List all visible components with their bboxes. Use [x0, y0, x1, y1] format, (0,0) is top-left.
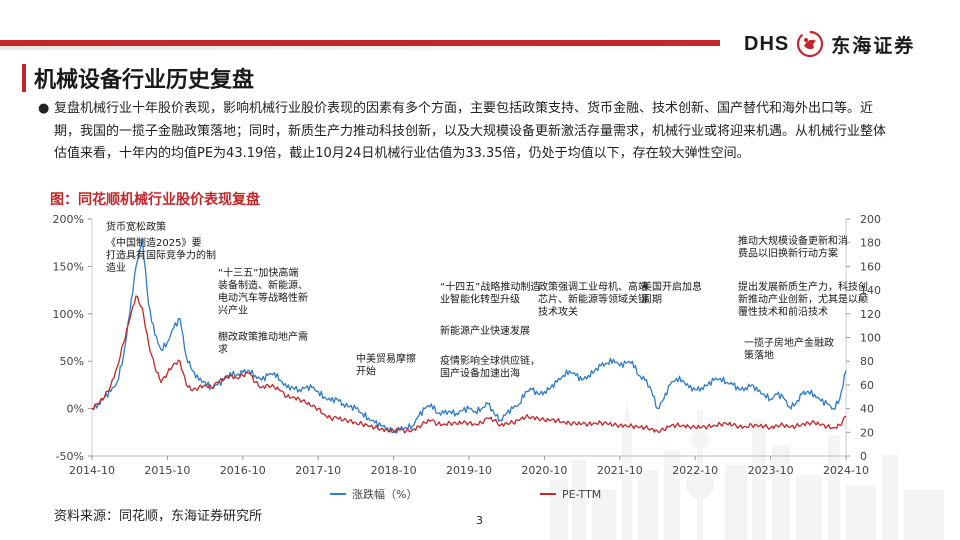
skyline-watermark [550, 400, 944, 540]
x-tick-label: 2018-10 [371, 464, 417, 477]
y-right-tick-label: 120 [860, 308, 881, 321]
x-tick-label: 2014-10 [69, 464, 115, 477]
header-accent-bar [0, 40, 720, 46]
title-accent [22, 64, 26, 92]
bullet-dot-icon: ● [38, 101, 50, 116]
y-right-tick-label: 40 [860, 403, 874, 416]
page-title: 机械设备行业历史复盘 [34, 67, 255, 93]
y-left-tick-label: 200% [53, 213, 84, 226]
annotation-label: 棚改政策推动地产需求 [218, 330, 308, 356]
annotation-label: 新能源产业快速发展 [440, 324, 530, 337]
x-tick-label: 2020-10 [521, 464, 567, 477]
annotation-label: 美国开启加息周期 [642, 280, 702, 306]
source-note: 资料来源：同花顺，东海证券研究所 [54, 509, 263, 524]
brand-block: DHS 东海证券 [744, 28, 915, 60]
x-tick-label: 2023-10 [748, 464, 794, 477]
y-right-tick-label: 180 [860, 237, 881, 250]
y-right-tick-label: 80 [860, 355, 874, 368]
chart-legend: 涨跌幅（%） PE-TTM [330, 487, 601, 501]
chart-annotations: 货币宽松政策《中国制造2025》要打造具有国际竞争力的制造业 “十三五”加快高端装… [106, 220, 868, 380]
annotation-label: 中美贸易摩擦开始 [356, 352, 416, 378]
annotation-label: 一揽子房地产金融政策落地 [744, 336, 834, 362]
y-left-tick-label: 100% [53, 308, 84, 321]
y-right-tick-label: 0 [860, 450, 867, 463]
summary-bullet: ● 复盘机械行业十年股价表现，影响机械行业股价表现的因素有多个方面，主要包括政策… [38, 98, 894, 166]
legend-label: PE-TTM [562, 488, 601, 501]
x-tick-label: 2022-10 [672, 464, 718, 477]
annotation-label: 提出发展新质生产力，科技创新推动产业创新，尤其是以颠覆性技术和前沿技术 [738, 280, 868, 318]
y-right-tick-label: 100 [860, 332, 881, 345]
series-change-line [91, 237, 847, 434]
brand-code: DHS [744, 32, 790, 55]
chart-axes: 2014-10 2015-10 2016-10 2017-10 2018-10 2019-… [53, 213, 881, 477]
y-left-tick-label: -50% [56, 450, 84, 463]
x-tick-label: 2024-10 [823, 464, 869, 477]
chart-series [91, 237, 847, 434]
dragon-logo-icon [797, 30, 824, 58]
annotation-label: 疫情影响全球供应链，国产设备加速出海 [440, 354, 540, 380]
y-right-tick-label: 60 [860, 379, 874, 392]
annotation-label: 推动大规模设备更新和消费品以旧换新行动方案 [738, 234, 848, 260]
x-tick-label: 2015-10 [144, 464, 190, 477]
summary-text: 复盘机械行业十年股价表现，影响机械行业股价表现的因素有多个方面，主要包括政策支持… [54, 101, 887, 161]
x-tick-label: 2017-10 [295, 464, 341, 477]
annotation-label: 货币宽松政策 [106, 220, 166, 233]
y-right-tick-label: 140 [860, 284, 881, 297]
annotation-label: 《中国制造2025》要打造具有国际竞争力的制造业 [106, 236, 216, 274]
legend-label: 涨跌幅（%） [352, 487, 417, 501]
annotation-label: “十三五”加快高端装备制造、新能源、电动汽车等战略性新兴产业 [218, 266, 308, 317]
y-left-tick-label: 50% [60, 355, 84, 368]
x-tick-label: 2021-10 [597, 464, 643, 477]
y-right-tick-label: 200 [860, 213, 881, 226]
y-left-tick-label: 150% [53, 260, 84, 273]
page-number: 3 [476, 514, 483, 527]
x-tick-label: 2016-10 [220, 464, 266, 477]
annotation-label: “十四五”战略推动制造业智能化转型升级 [440, 280, 540, 306]
figure-title: 图：同花顺机械行业股价表现复盘 [50, 192, 260, 208]
brand-name: 东海证券 [831, 34, 916, 57]
y-right-tick-label: 160 [860, 260, 881, 273]
y-left-tick-label: 0% [67, 403, 84, 416]
header-divider [0, 46, 740, 50]
annotation-label: 政策强调工业母机、高端芯片、新能源等领域关键技术攻关 [538, 280, 648, 318]
x-tick-label: 2019-10 [446, 464, 492, 477]
series-pe-line [91, 295, 847, 434]
y-right-tick-label: 20 [860, 426, 874, 439]
